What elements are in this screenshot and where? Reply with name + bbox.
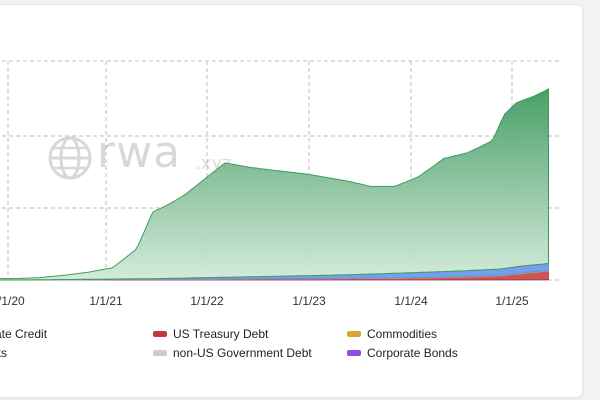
x-tick-label: 1/1/25 (495, 294, 529, 308)
x-tick-label: 1/1/23 (292, 294, 326, 308)
legend-swatch (153, 350, 167, 356)
legend-label: US Treasury Debt (173, 327, 269, 341)
legend-item-corporate-bonds[interactable]: Corporate Bonds (347, 346, 458, 360)
legend-label: ate Credit (0, 327, 48, 341)
watermark-text: rwa (97, 127, 182, 178)
legend-item-non-us-government-debt[interactable]: non-US Government Debt (153, 346, 312, 360)
legend-swatch (347, 350, 361, 356)
legend-label: ks (0, 346, 7, 360)
chart: 1/1/20 1/1/21 1/1/22 1/1/23 1/1/24 1/1/25 (0, 60, 559, 308)
watermark-suffix: .xyz (195, 153, 232, 174)
legend-item-us-treasury-debt[interactable]: US Treasury Debt (153, 327, 268, 341)
watermark: rwa .xyz (45, 127, 245, 193)
legend-label: Commodities (367, 327, 438, 341)
legend-label: non-US Government Debt (173, 346, 312, 360)
x-axis-labels: 1/1/20 1/1/21 1/1/22 1/1/23 1/1/24 1/1/25 (0, 294, 529, 308)
legend-item-stablecoins[interactable]: ks (0, 346, 7, 360)
legend-item-commodities[interactable]: Commodities (347, 327, 437, 341)
x-tick-label: 1/1/21 (89, 294, 123, 308)
area-series-private-credit (0, 88, 549, 281)
globe-icon (48, 136, 92, 180)
legend: ate Credit US Treasury Debt Commodities … (0, 327, 575, 367)
x-tick-label: 1/1/22 (190, 294, 224, 308)
legend-label: Corporate Bonds (367, 346, 458, 360)
legend-swatch (153, 331, 167, 337)
x-tick-label: 1/1/20 (0, 294, 25, 308)
chart-card: 1/1/20 1/1/21 1/1/22 1/1/23 1/1/24 1/1/25 rwa… (0, 4, 583, 398)
legend-item-private-credit[interactable]: ate Credit (0, 327, 47, 341)
x-tick-label: 1/1/24 (394, 294, 428, 308)
legend-swatch (347, 331, 361, 337)
